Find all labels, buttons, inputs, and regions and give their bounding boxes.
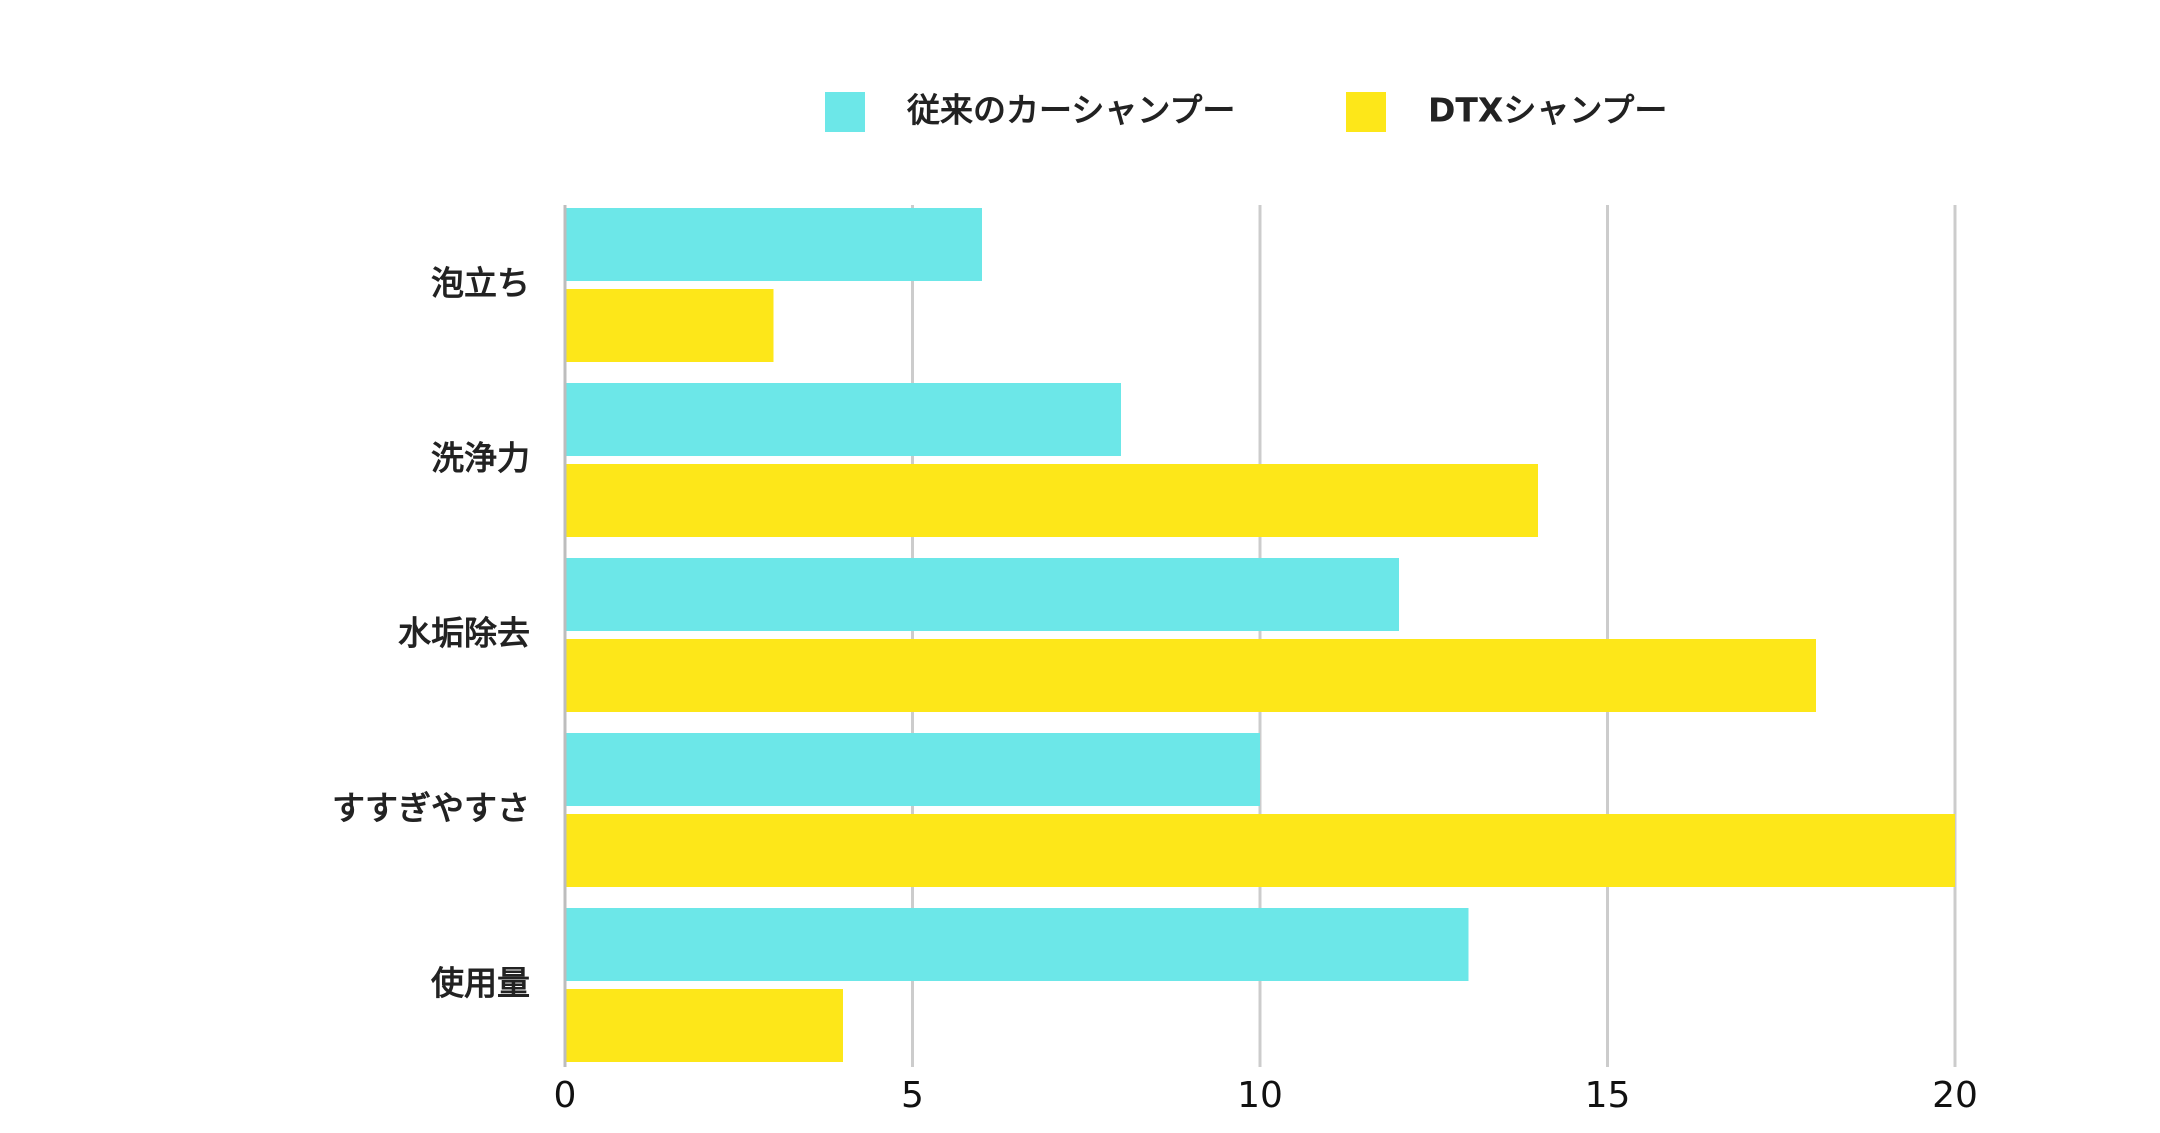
bar-1-1	[565, 208, 982, 281]
bar-1-2	[565, 383, 1121, 456]
bar-2-2	[565, 464, 1538, 537]
legend: 従来のカーシャンプー DTXシャンプー	[825, 91, 1667, 132]
bar-1-3	[565, 558, 1399, 631]
bar-1-4	[565, 733, 1260, 806]
bar-2-1	[565, 289, 774, 362]
bar-2-4	[565, 814, 1955, 887]
bars	[565, 208, 1955, 1062]
legend-label-2: DTXシャンプー	[1428, 91, 1667, 130]
bar-1-5	[565, 908, 1469, 981]
category-label-5: 使用量	[431, 964, 530, 1003]
category-label-1: 泡立ち	[431, 264, 530, 303]
category-label-2: 洗浄力	[431, 439, 530, 478]
x-tick-label-5: 20	[1932, 1075, 1978, 1116]
x-tick-label-3: 10	[1237, 1075, 1283, 1116]
legend-swatch-1	[825, 92, 865, 132]
category-label-4: すすぎやすさ	[332, 789, 530, 828]
x-tick-label-2: 5	[901, 1075, 924, 1116]
bar-2-5	[565, 989, 843, 1062]
x-tick-labels: 0 5 10 15 20	[554, 1075, 1978, 1116]
category-label-3: 水垢除去	[398, 614, 530, 653]
bar-2-3	[565, 639, 1816, 712]
legend-swatch-2	[1346, 92, 1386, 132]
legend-label-1: 従来のカーシャンプー	[906, 91, 1235, 130]
x-tick-label-4: 15	[1585, 1075, 1631, 1116]
x-tick-label-1: 0	[554, 1075, 577, 1116]
